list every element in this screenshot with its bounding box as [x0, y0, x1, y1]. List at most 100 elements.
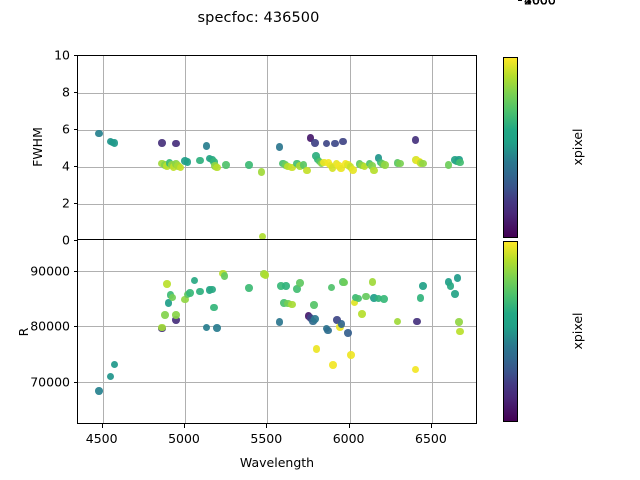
data-point: [393, 317, 402, 326]
data-point: [257, 168, 266, 176]
gridline-horizontal: [78, 93, 476, 94]
data-point: [181, 295, 189, 304]
data-point: [161, 310, 169, 319]
x-tick-label: 6000: [332, 431, 365, 446]
gridline-vertical: [267, 56, 268, 239]
data-point: [360, 162, 369, 171]
gridline-horizontal: [78, 271, 476, 272]
data-point: [213, 324, 221, 332]
colorbar-tick-label: 2000: [524, 0, 556, 8]
data-point: [446, 282, 455, 291]
data-point: [370, 166, 379, 175]
gridline-horizontal: [78, 130, 476, 131]
y-tick-label: 70000: [30, 374, 70, 390]
y-tick-mark: [73, 240, 77, 241]
data-point: [419, 281, 427, 290]
data-point: [299, 160, 308, 169]
data-point: [213, 163, 221, 172]
data-point: [183, 158, 192, 166]
data-point: [202, 323, 211, 332]
data-point: [340, 278, 349, 287]
colorbar-r: [503, 241, 518, 422]
data-point: [374, 154, 383, 162]
data-point: [172, 316, 181, 325]
colorbar-r-label: xpixel: [570, 312, 585, 350]
data-point: [337, 320, 346, 328]
data-point: [210, 158, 218, 166]
colorbar-fwhm: [503, 57, 518, 238]
data-point: [413, 317, 421, 326]
data-point: [110, 360, 119, 369]
fwhm-y-axis-label: FWHM: [30, 127, 45, 167]
y-tick-mark: [73, 129, 77, 130]
colorbar-tick-mark: [518, 0, 522, 1]
data-point: [95, 129, 103, 138]
y-tick-label: 8: [62, 84, 70, 100]
data-point: [106, 372, 115, 381]
y-tick-mark: [73, 382, 77, 384]
x-tick-mark: [266, 424, 268, 428]
gridline-horizontal: [78, 167, 476, 168]
data-point: [158, 139, 167, 147]
data-point: [172, 311, 181, 320]
colorbar-tick-label: 1000: [524, 0, 556, 8]
x-tick-label: 6500: [415, 431, 447, 446]
colorbar-tick-label: 2000: [524, 0, 556, 8]
x-tick-mark: [348, 424, 350, 428]
data-point: [324, 326, 332, 335]
data-point: [312, 344, 321, 353]
data-point: [411, 136, 420, 144]
data-point: [196, 156, 204, 165]
data-point: [411, 365, 420, 374]
data-point: [164, 299, 173, 307]
y-tick-label: 4: [62, 158, 70, 174]
data-point: [303, 166, 311, 175]
data-point: [380, 295, 388, 303]
r-y-axis-label: R: [16, 327, 31, 337]
data-point: [374, 294, 383, 303]
data-point: [381, 161, 389, 169]
data-point: [275, 318, 284, 326]
data-point: [110, 139, 119, 147]
data-point: [258, 232, 267, 239]
y-tick-mark: [73, 92, 77, 93]
y-tick-label: 90000: [30, 263, 70, 279]
y-tick-label: 0: [62, 232, 70, 248]
colorbar-fwhm-label: xpixel: [570, 128, 585, 166]
data-point: [95, 387, 103, 395]
data-point: [354, 294, 363, 303]
data-point: [451, 290, 459, 298]
gridline-horizontal: [78, 326, 476, 327]
data-point: [339, 137, 347, 146]
x-tick-label: 4500: [85, 431, 118, 446]
page-title: specfoc: 436500: [197, 10, 320, 26]
r-plot-area: [77, 240, 477, 424]
gridline-vertical: [103, 56, 104, 239]
y-tick-label: 6: [62, 121, 70, 137]
data-point: [368, 278, 377, 286]
x-tick-mark: [183, 424, 185, 428]
y-tick-mark: [73, 55, 77, 56]
gridline-horizontal: [78, 382, 476, 383]
data-point: [322, 139, 331, 148]
gridline-vertical: [350, 56, 351, 239]
data-point: [362, 292, 370, 301]
x-tick-mark: [101, 424, 103, 428]
gridline-horizontal: [78, 204, 476, 205]
data-point: [320, 158, 328, 167]
data-point: [172, 139, 181, 148]
data-point: [344, 329, 352, 337]
data-point: [453, 274, 462, 282]
data-point: [347, 351, 356, 359]
y-tick-mark: [73, 326, 77, 328]
gridline-vertical: [185, 56, 186, 239]
data-point: [284, 162, 292, 171]
data-point: [275, 143, 284, 151]
data-point: [370, 294, 379, 302]
colorbar-tick-label: 3000: [524, 0, 556, 8]
data-point: [328, 164, 337, 172]
data-point: [245, 284, 253, 292]
data-point: [350, 298, 359, 307]
data-point: [358, 310, 366, 318]
